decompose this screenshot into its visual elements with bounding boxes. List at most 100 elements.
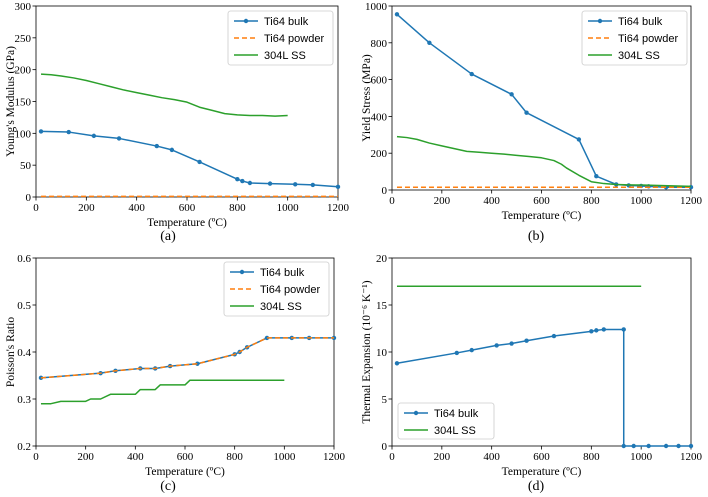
data-point-d-ti64_bulk (631, 443, 636, 449)
data-point-a-ti64_bulk (310, 182, 316, 188)
series-line-a-ti64_bulk (41, 130, 339, 188)
data-point-b-ti64_bulk (427, 40, 432, 45)
y-tick-label-a: 100 (15, 128, 32, 140)
x-tick-label-d: 1000 (630, 451, 653, 463)
legend-marker-b-ti64_bulk (597, 18, 603, 24)
y-tick-label-c: 0.3 (17, 394, 31, 406)
y-tick-label-c: 0.6 (17, 253, 31, 265)
x-tick-label-b: 400 (483, 195, 500, 207)
data-point-d-ti64_bulk (394, 361, 400, 366)
y-tick-label-b: 200 (371, 148, 388, 160)
y-tick-label-b: 1000 (365, 1, 388, 13)
x-axis-label-d: Temperature (ºC) (502, 466, 582, 478)
x-tick-label-c: 0 (33, 451, 39, 463)
y-tick-label-a: 50 (20, 160, 32, 172)
data-point-a-ti64_bulk (293, 182, 298, 187)
data-point-a-ti64_bulk (335, 184, 341, 190)
data-point-c-ti64_bulk (264, 335, 270, 341)
data-point-d-ti64_bulk (646, 443, 651, 449)
legend-frame-b (581, 10, 688, 66)
data-point-d-ti64_bulk (454, 350, 459, 356)
data-point-d-ti64_bulk (688, 443, 694, 449)
y-tick-label-a: 0 (26, 192, 32, 204)
y-axis-label-a: Young's Modulus (GPa) (5, 46, 17, 157)
data-point-a-ti64_bulk (66, 129, 71, 135)
data-point-d-ti64_bulk (524, 338, 529, 343)
panel-b: 0 200 400 600 800 1000 1200 0 200 400 600 800 1000 Te… (361, 1, 703, 244)
data-point-a-ti64_bulk (169, 147, 175, 153)
data-point-d-ti64_bulk (663, 443, 669, 449)
data-point-c-ti64_bulk (38, 375, 44, 381)
x-tick-label-d: 400 (483, 451, 500, 463)
x-tick-label-d: 200 (434, 451, 451, 463)
data-point-d-ti64_bulk (676, 443, 681, 449)
y-tick-label-d: 20 (376, 253, 388, 265)
y-tick-label-a: 150 (15, 97, 32, 109)
data-point-d-ti64_bulk (621, 327, 626, 332)
data-point-a-ti64_bulk (38, 129, 44, 134)
data-point-d-ti64_bulk (594, 328, 599, 333)
data-point-d-ti64_bulk (509, 341, 514, 346)
x-tick-label-b: 0 (389, 195, 395, 207)
legend-label-a-ti64_powder: Ti64 powder (264, 33, 324, 45)
legend-label-c-ti64_bulk: Ti64 bulk (260, 267, 305, 279)
x-tick-label-b: 1200 (680, 195, 703, 207)
x-axis-label-c: Temperature (ºC) (145, 466, 225, 478)
x-tick-label-a: 200 (78, 202, 95, 214)
series-line-a-ss304l (40, 73, 288, 117)
data-point-d-ti64_bulk (469, 347, 474, 353)
legend-label-d-ss304l: 304L SS (434, 425, 476, 437)
legend-frame-c (223, 261, 330, 317)
x-tick-label-c: 1200 (323, 451, 346, 463)
x-tick-label-d: 0 (389, 451, 395, 463)
data-point-b-ti64_bulk (509, 92, 514, 97)
x-tick-label-a: 0 (33, 202, 39, 214)
y-tick-label-a: 250 (15, 33, 32, 45)
data-point-b-ti64_bulk (576, 137, 582, 142)
y-tick-label-d: 0 (382, 441, 388, 453)
series-line-c-ss304l (40, 379, 285, 405)
legend-marker-c-ti64_bulk (239, 269, 245, 275)
data-point-b-ti64_bulk (524, 110, 529, 115)
x-tick-label-d: 1200 (680, 451, 703, 463)
x-tick-label-a: 800 (229, 202, 246, 214)
series-line-b-ss304l (396, 135, 692, 188)
y-tick-label-b: 0 (382, 185, 388, 197)
y-tick-label-a: 200 (15, 65, 32, 77)
data-point-c-ti64_bulk (195, 361, 200, 366)
legend-d: Ti64 bulk 304L SS (397, 402, 495, 440)
series-line-c-ti64_powder (40, 337, 334, 379)
legend-c: Ti64 bulk Ti64 powder 304L SS (223, 261, 330, 317)
x-tick-label-c: 1000 (273, 451, 296, 463)
legend-label-c-ss304l: 304L SS (260, 301, 302, 313)
data-point-a-ti64_bulk (154, 143, 159, 149)
legend-label-b-ti64_powder: Ti64 powder (618, 33, 678, 45)
data-point-a-ti64_bulk (267, 181, 273, 186)
data-point-d-ti64_bulk (551, 333, 557, 339)
x-tick-label-b: 1000 (630, 195, 653, 207)
panel-c: 0 200 400 600 800 1000 1200 0.2 0.3 0.4 0.5 0.6 Temp… (5, 253, 346, 494)
data-point-a-ti64_bulk (240, 178, 245, 184)
y-tick-label-d: 10 (376, 347, 388, 359)
legend-label-d-ti64_bulk: Ti64 bulk (434, 408, 479, 420)
legend-label-c-ti64_powder: Ti64 powder (260, 284, 320, 296)
legend-label-b-ss304l: 304L SS (618, 50, 660, 62)
x-tick-label-a: 400 (128, 202, 145, 214)
data-point-a-ti64_bulk (247, 180, 253, 186)
y-tick-label-c: 0.4 (17, 347, 31, 359)
x-tick-label-a: 600 (179, 202, 196, 214)
y-tick-label-d: 15 (376, 300, 388, 312)
y-tick-label-b: 400 (371, 111, 388, 123)
legend-marker-d-ti64_bulk (413, 410, 419, 416)
y-tick-label-c: 0.5 (17, 300, 31, 312)
data-point-b-ti64_bulk (469, 71, 474, 77)
panel-caption-c: (c) (160, 479, 176, 494)
legend-b: Ti64 bulk Ti64 powder 304L SS (581, 10, 688, 66)
y-axis-label-b: Yield Stress (MPa) (361, 54, 373, 142)
x-tick-label-b: 200 (434, 195, 451, 207)
panel-a: 0 200 400 600 800 1000 1200 0 50 100 150 200 250 300 T… (5, 1, 350, 244)
x-tick-label-c: 200 (77, 451, 94, 463)
x-axis-label-a: Temperature (ºC) (147, 217, 227, 229)
x-tick-label-c: 800 (226, 451, 243, 463)
x-tick-label-d: 800 (583, 451, 600, 463)
